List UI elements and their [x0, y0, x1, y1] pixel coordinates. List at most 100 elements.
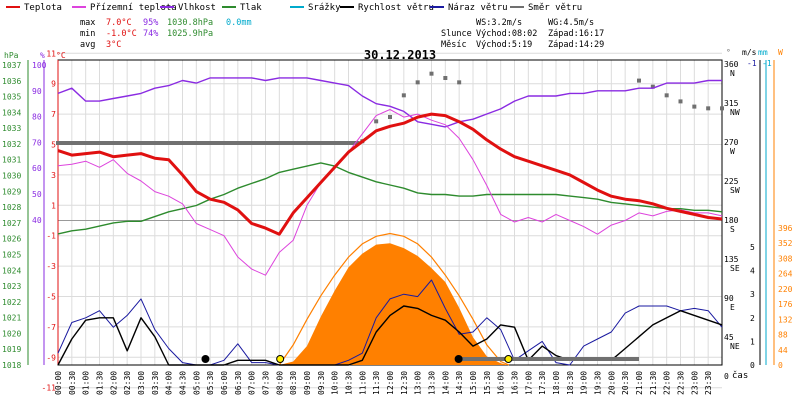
- x-tick: 02:00: [109, 371, 118, 395]
- x-tick: 14:30: [455, 371, 464, 395]
- stat-label: max: [80, 18, 95, 28]
- radiation-tick: 0: [778, 361, 783, 370]
- temperature-tick: 5: [51, 141, 56, 150]
- x-tick: 00:00: [54, 371, 63, 395]
- pressure-tick: 1025: [2, 250, 21, 259]
- pressure-tick: 1032: [2, 140, 21, 149]
- x-tick: 16:00: [497, 371, 506, 395]
- direction-axis-unit: °: [726, 48, 731, 57]
- x-tick: 08:30: [289, 371, 298, 395]
- direction-tick-label: E: [730, 303, 735, 312]
- humidity-tick: 70: [32, 138, 42, 147]
- plot-area: [56, 71, 724, 366]
- temperature-axis-unit: °C: [56, 51, 66, 60]
- x-tick: 22:30: [677, 371, 686, 395]
- x-tick: 23:00: [690, 371, 699, 395]
- x-tick: 03:00: [137, 371, 146, 395]
- temperature-tick: -3: [46, 262, 56, 271]
- series-direction-point: [706, 106, 711, 111]
- pressure-tick: 1019: [2, 345, 21, 354]
- x-tick: 12:00: [386, 371, 395, 395]
- pressure-tick: 1036: [2, 77, 21, 86]
- x-tick: 00:30: [68, 371, 77, 395]
- legend-label: Náraz větru: [448, 3, 508, 13]
- radiation-tick: 176: [778, 300, 793, 309]
- series-humidity-line: [57, 77, 722, 128]
- radiation-tick: 44: [778, 346, 788, 355]
- temperature-tick: -1: [46, 232, 56, 241]
- info-moon-label: Měsíc: [441, 40, 467, 50]
- pressure-tick: 1023: [2, 282, 21, 291]
- stat-label: min: [80, 29, 95, 39]
- series-direction-point: [429, 71, 434, 76]
- x-tick: 10:00: [331, 371, 340, 395]
- sun-moon-marker: [454, 355, 463, 363]
- wind-tick: 0: [750, 361, 755, 370]
- humidity-tick: 80: [32, 113, 42, 122]
- wind-tick: 4: [750, 267, 755, 276]
- x-axis-label: čas: [732, 370, 748, 381]
- x-tick: 11:30: [372, 371, 381, 395]
- chart-title: 30.12.2013: [364, 48, 436, 62]
- pressure-tick: 1035: [2, 93, 21, 102]
- wind-axis-unit: m/s: [742, 48, 757, 57]
- series-direction-point: [457, 80, 462, 85]
- humidity-tick: 50: [32, 190, 42, 199]
- sun-moon-marker: [201, 355, 210, 363]
- x-axis-ticks: 00:00 00:30 01:00 01:30 02:00 02:30 03:00 03:30…: [54, 371, 713, 395]
- stat-label: avg: [80, 40, 95, 50]
- direction-tick: 135: [724, 255, 739, 264]
- pressure-tick: 1037: [2, 61, 21, 70]
- radiation-tick: 308: [778, 254, 793, 263]
- x-tick: 17:00: [524, 371, 533, 395]
- series-direction-point: [650, 84, 655, 89]
- x-tick: 15:00: [469, 371, 478, 395]
- legend-label: Směr větru: [528, 3, 582, 13]
- legend: Teplota Přízemní teplota Vlhkost Tlak Srážky…: [6, 3, 582, 13]
- x-tick: 09:00: [303, 371, 312, 395]
- radiation-axis-unit: W: [778, 48, 783, 57]
- x-tick: 07:00: [248, 371, 257, 395]
- series-direction-point: [401, 93, 406, 98]
- x-tick: 06:00: [220, 371, 229, 395]
- pressure-tick: 1030: [2, 172, 21, 181]
- x-tick: 15:30: [483, 371, 492, 395]
- series-direction-point: [374, 119, 379, 124]
- axes: hPa1037103610351034103310321031103010291…: [2, 48, 793, 393]
- x-tick: 05:00: [192, 371, 201, 395]
- legend-label: Teplota: [24, 3, 62, 13]
- x-tick: 05:30: [206, 371, 215, 395]
- pressure-tick: 1029: [2, 187, 21, 196]
- x-tick: 04:00: [165, 371, 174, 395]
- direction-tick-label: NE: [730, 342, 740, 351]
- temperature-tick: -9: [46, 353, 56, 362]
- direction-tick: 270: [724, 138, 739, 147]
- direction-tick-label: W: [730, 147, 735, 156]
- series-direction-point: [678, 99, 683, 104]
- series-pressure-line: [57, 162, 723, 235]
- series-ground-temp-line: [57, 109, 723, 276]
- humidity-tick: 40: [32, 216, 42, 225]
- direction-tick-label: NW: [730, 108, 740, 117]
- x-tick: 04:30: [179, 371, 188, 395]
- legend-label: Přízemní teplota: [90, 3, 177, 13]
- temperature-tick: 11: [46, 49, 56, 58]
- direction-tick: 90: [724, 294, 734, 303]
- stat-rain: 0.0mm: [226, 18, 252, 28]
- rain-axis-top: -1: [762, 59, 772, 68]
- direction-tick: 315: [724, 99, 739, 108]
- wind-tick: 2: [750, 314, 755, 323]
- humidity-tick: 90: [32, 87, 42, 96]
- x-tick: 23:30: [704, 371, 713, 395]
- legend-label: Vlhkost: [178, 3, 216, 13]
- x-tick: 18:00: [552, 371, 561, 395]
- x-tick: 03:30: [151, 371, 160, 395]
- direction-tick-label: S: [730, 225, 735, 234]
- sun-moon-marker: [276, 355, 285, 363]
- radiation-tick: 264: [778, 270, 793, 279]
- wind-tick: 3: [750, 290, 755, 299]
- x-tick: 21:30: [649, 371, 658, 395]
- x-tick: 18:30: [566, 371, 575, 395]
- stat-temp: 7.0°C: [106, 18, 132, 28]
